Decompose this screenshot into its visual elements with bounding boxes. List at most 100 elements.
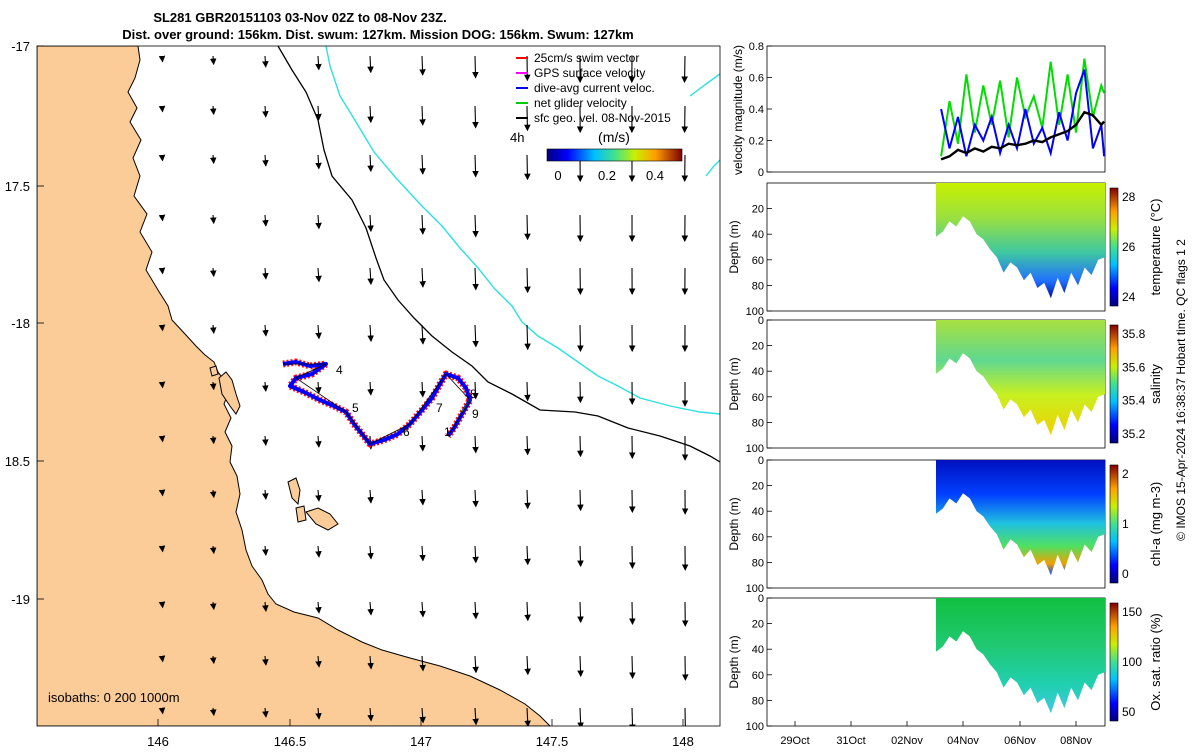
profile-ytick-label: 40 [752, 366, 764, 378]
profile-colorbar-tick: 1 [1122, 517, 1129, 531]
profile-colorbar-label: salinity [1148, 364, 1163, 404]
profile-ytick-label: 40 [752, 229, 764, 241]
track-day-label: 5 [352, 401, 359, 415]
profile-ylabel: Depth (m) [727, 220, 741, 273]
profile-ytick-label: 60 [752, 255, 764, 267]
isobath-label: isobaths: 0 200 1000m [48, 690, 180, 705]
profile-colorbar-tick: 35.6 [1122, 360, 1146, 374]
velocity-arrow [580, 546, 581, 566]
lat-tick-label: 18.5 [5, 454, 30, 469]
profile-colorbar-tick: 0 [1122, 567, 1129, 581]
track-day-label: 9 [472, 407, 479, 421]
velocity-arrow [422, 106, 423, 125]
velocity-arrow [580, 436, 581, 456]
speed-colorbar [547, 149, 682, 161]
figure-title-line2: Dist. over ground: 156km. Dist. swum: 12… [122, 27, 634, 42]
time-tick-label: 29Oct [780, 735, 809, 747]
velocity-arrow [162, 56, 163, 61]
velocity-arrow [162, 215, 163, 220]
velocity-arrow [213, 268, 214, 276]
profile-colorbar-label: Ox. sat. ratio (%) [1148, 613, 1163, 711]
velocity-arrow [162, 656, 163, 661]
lat-tick-label: -19 [11, 592, 30, 607]
speed-colorbar-tick: 0 [554, 168, 561, 183]
velocity-panel: 00.20.40.60.8 velocity magnitude (m/s) [731, 41, 1105, 179]
time-tick-label: 06Nov [1004, 735, 1036, 747]
velocity-arrow [527, 215, 528, 239]
speed-colorbar-tick: 0.4 [646, 168, 664, 183]
lon-tick-label: 146 [147, 734, 169, 749]
profile-ytick-label: 20 [752, 341, 764, 353]
velocity-ytick-label: 0.2 [749, 136, 764, 148]
velocity-arrow [580, 602, 581, 622]
velocity-arrow [632, 656, 633, 678]
velocity-arrow [162, 106, 163, 111]
velocity-arrow [370, 56, 371, 72]
profile-colorbar-tick: 100 [1122, 655, 1142, 669]
lat-tick-label: 17.5 [5, 179, 30, 194]
lon-tick-label: 147 [410, 734, 432, 749]
profile-ytick-label: 0 [758, 593, 764, 605]
profile-ytick-label: 80 [752, 417, 764, 429]
time-tick-label: 08Nov [1060, 735, 1092, 747]
velocity-ytick-label: 0.6 [749, 73, 764, 85]
profile-ylabel: Depth (m) [727, 357, 741, 410]
velocity-arrow [527, 155, 528, 179]
velocity-arrow [162, 490, 163, 495]
velocity-arrow [162, 155, 163, 160]
velocity-arrow [527, 382, 528, 400]
interval-label: 4h [510, 130, 524, 145]
island [210, 366, 218, 376]
profile-ytick-label: 100 [746, 443, 764, 455]
velocity-arrow [632, 708, 633, 730]
profile-colorbar-tick: 24 [1122, 290, 1136, 304]
velocity-arrow [527, 325, 528, 349]
velocity-arrow [213, 436, 214, 443]
track-day-label: 4 [336, 363, 343, 377]
legend-label: 25cm/s swim vector [534, 51, 639, 65]
legend-label: dive-avg current veloc. [534, 81, 655, 95]
velocity-arrow [162, 268, 163, 273]
side-note: © IMOS 15-Apr-2024 16:38:37 Hobart time.… [1174, 239, 1188, 541]
profile-colorbar-tick: 26 [1122, 240, 1136, 254]
velocity-ytick-label: 0.8 [749, 41, 764, 53]
profile-colorbar-tick: 35.8 [1122, 327, 1146, 341]
profile-colorbar-label: temperature (°C) [1148, 199, 1163, 296]
track-day-label: 1 [444, 425, 451, 439]
velocity-arrow [422, 56, 423, 75]
track-day-label: 7 [436, 401, 443, 415]
velocity-arrow [213, 155, 214, 163]
velocity-arrow [475, 215, 476, 236]
velocity-arrow [162, 382, 163, 387]
velocity-arrow [162, 602, 163, 607]
profile-ytick-label: 60 [752, 532, 764, 544]
velocity-arrow [162, 546, 163, 551]
legend-label: net glider velocity [534, 96, 627, 110]
velocity-arrow [527, 436, 528, 454]
time-tick-label: 02Nov [891, 735, 923, 747]
profile-colorbar-tick: 28 [1122, 190, 1136, 204]
velocity-arrow [580, 490, 581, 510]
profile-colorbar [1110, 188, 1118, 306]
lon-tick-label: 148 [672, 734, 694, 749]
velocity-arrow [265, 56, 266, 67]
velocity-arrow [475, 436, 476, 452]
profile-ytick-label: 60 [752, 670, 764, 682]
profile-colorbar-tick: 2 [1122, 467, 1129, 481]
velocity-arrow [213, 490, 214, 497]
profile-ytick-label: 40 [752, 644, 764, 656]
island [296, 506, 306, 522]
profile-ytick-label: 20 [752, 481, 764, 493]
lat-tick-label: -18 [11, 316, 30, 331]
velocity-arrow [213, 106, 214, 114]
profile-ytick-label: 40 [752, 506, 764, 518]
profile-ytick-label: 80 [752, 695, 764, 707]
velocity-arrow [162, 436, 163, 441]
velocity-arrow [213, 382, 214, 389]
